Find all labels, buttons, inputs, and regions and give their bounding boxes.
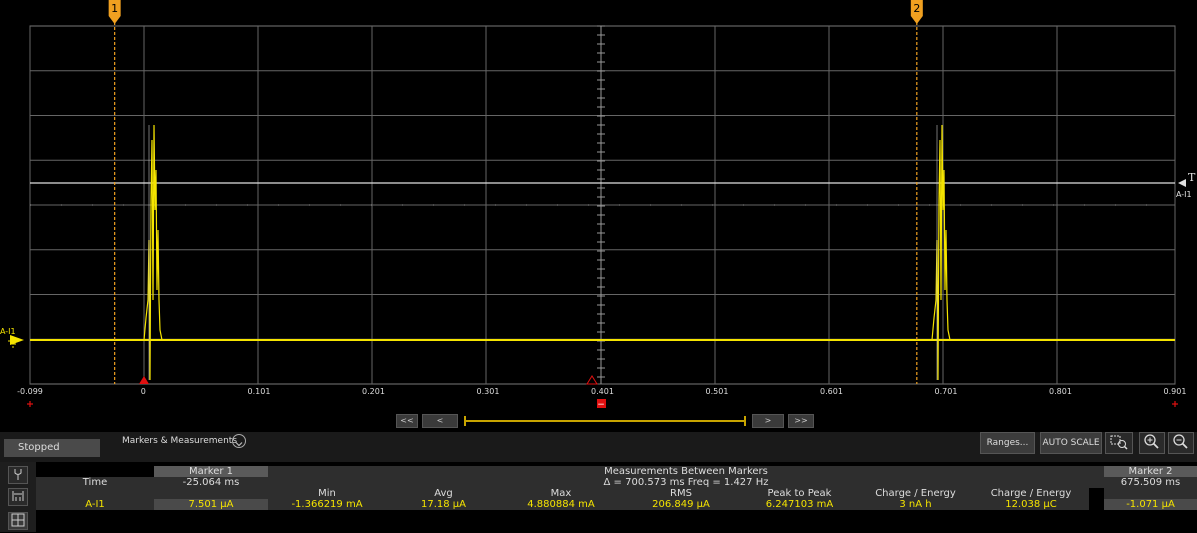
marker2-header: Marker 2 bbox=[1104, 466, 1197, 477]
x-tick-label: 0.401 bbox=[591, 387, 614, 396]
marker1-label: 1 bbox=[111, 2, 118, 15]
plot-grid bbox=[29, 25, 1176, 385]
marker-spacing-icon[interactable] bbox=[8, 488, 28, 506]
measurement-value: -1.366219 mA bbox=[268, 499, 386, 510]
probe-icon[interactable] bbox=[8, 466, 28, 484]
channel-a-i1-trace bbox=[30, 124, 1175, 381]
marker2-label: 2 bbox=[913, 2, 920, 15]
status-stopped: Stopped bbox=[4, 439, 100, 457]
channel-row-label: A-I1 bbox=[36, 499, 154, 510]
marker2-handle[interactable] bbox=[910, 0, 923, 16]
channel-label: A-I1 bbox=[0, 327, 16, 336]
channel-zero-arrow bbox=[10, 335, 24, 345]
pulse-burst bbox=[931, 124, 951, 381]
measurement-value: 206.849 µA bbox=[621, 499, 741, 510]
measurement-value: 12.038 µC bbox=[973, 499, 1089, 510]
x-tick-label: 0.801 bbox=[1049, 387, 1072, 396]
x-tick-label: 0.201 bbox=[362, 387, 385, 396]
x-tick-label: -0.099 bbox=[17, 387, 43, 396]
grid-icon[interactable] bbox=[8, 512, 28, 530]
markers-measurements-label[interactable]: Markers & Measurements bbox=[122, 436, 238, 446]
marker1-value: 7.501 µA bbox=[154, 499, 268, 510]
x-tick-label: 0.301 bbox=[476, 387, 500, 396]
zoom-in-icon[interactable] bbox=[1139, 432, 1165, 454]
measurement-value: 4.880884 mA bbox=[501, 499, 621, 510]
marker1-handle[interactable] bbox=[108, 0, 121, 16]
ranges-button[interactable]: Ranges... bbox=[980, 432, 1035, 454]
x-tick-label: 0.701 bbox=[934, 387, 958, 396]
marker1-header: Marker 1 bbox=[154, 466, 268, 477]
trigger-position-marker bbox=[139, 376, 149, 384]
measurement-column-header: Avg bbox=[386, 488, 501, 499]
x-tick-label: 0.601 bbox=[820, 387, 843, 396]
measurement-value: 17.18 µA bbox=[386, 499, 501, 510]
axis-end-markers bbox=[27, 401, 1178, 407]
zoom-out-icon[interactable] bbox=[1168, 432, 1194, 454]
measurement-column-header: Peak to Peak bbox=[741, 488, 858, 499]
measurement-value: 3 nA h bbox=[858, 499, 973, 510]
between-markers-header: Measurements Between Markers bbox=[268, 466, 1104, 477]
chevron-down-icon[interactable] bbox=[232, 434, 246, 448]
nav-prev-button[interactable]: < bbox=[422, 414, 458, 428]
x-tick-label: 0.101 bbox=[247, 387, 271, 396]
marker2-time: 675.509 ms bbox=[1104, 477, 1197, 488]
nav-last-button[interactable]: >> bbox=[788, 414, 814, 428]
nav-next-button[interactable]: > bbox=[752, 414, 784, 428]
trigger-channel-label: A-I1 bbox=[1176, 190, 1192, 199]
zoom-box-icon[interactable] bbox=[1105, 432, 1133, 454]
measurement-column-header: RMS bbox=[621, 488, 741, 499]
auto-scale-button[interactable]: AUTO SCALE bbox=[1040, 432, 1102, 454]
marker2-value: -1.071 µA bbox=[1104, 499, 1197, 510]
side-toolbar bbox=[0, 462, 36, 532]
marker1-time: -25.064 ms bbox=[154, 477, 268, 488]
delta-frequency: Δ = 700.573 ms Freq = 1.427 Hz bbox=[268, 477, 1104, 488]
x-tick-label: 0.901 bbox=[1163, 387, 1187, 396]
nav-first-button[interactable]: << bbox=[396, 414, 418, 428]
ground-icon bbox=[8, 340, 18, 348]
svg-text:−: − bbox=[597, 400, 605, 410]
x-tick-label: 0 bbox=[140, 387, 146, 396]
measurements-table: Marker 1 Measurements Between Markers Ma… bbox=[36, 466, 1197, 532]
time-window-scrollbar[interactable] bbox=[464, 416, 746, 426]
center-reset-icon bbox=[597, 399, 606, 408]
measurement-column-header: Charge / Energy bbox=[973, 488, 1089, 499]
center-marker bbox=[586, 375, 598, 385]
trigger-label: T bbox=[1188, 171, 1196, 184]
measurement-column-header: Min bbox=[268, 488, 386, 499]
measurement-value: 6.247103 mA bbox=[741, 499, 858, 510]
trigger-level-arrow bbox=[1178, 179, 1186, 187]
measurement-column-header: Max bbox=[501, 488, 621, 499]
measurement-column-header: Charge / Energy bbox=[858, 488, 973, 499]
x-tick-label: 0.501 bbox=[705, 387, 729, 396]
time-label: Time bbox=[36, 477, 154, 488]
pulse-burst bbox=[143, 124, 163, 381]
